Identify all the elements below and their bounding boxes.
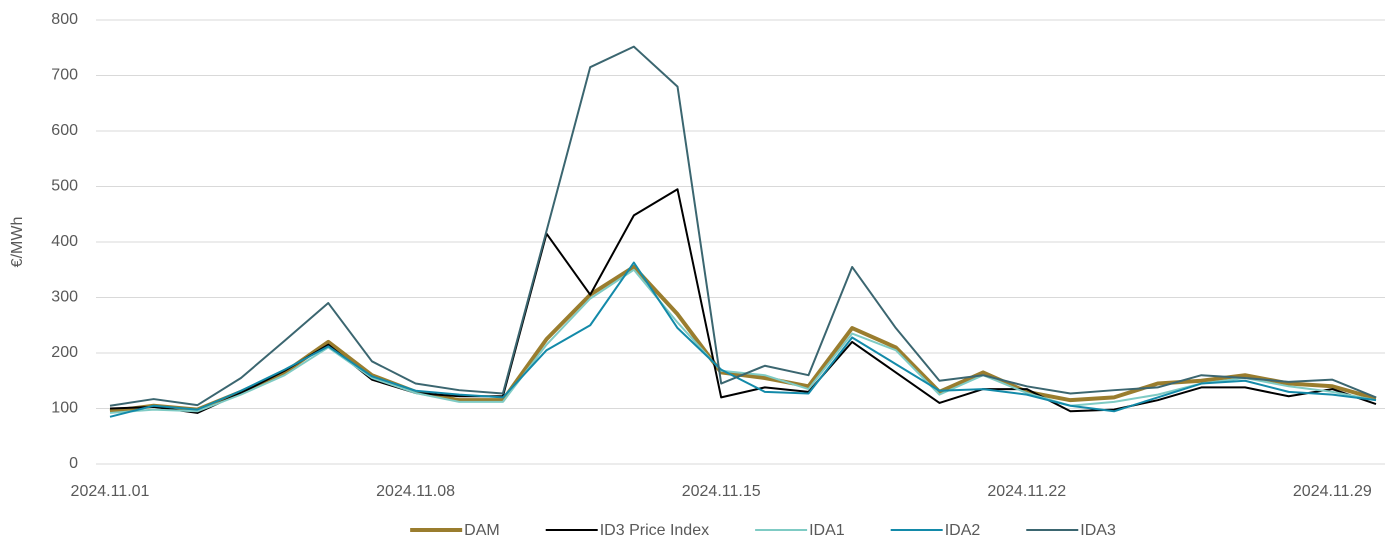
y-tick-label: 800 (51, 11, 78, 28)
y-axis-label: €/MWh (9, 217, 26, 268)
series-line (109, 261, 1377, 418)
legend-label: IDA3 (1080, 522, 1116, 539)
series-line (109, 45, 1377, 407)
y-tick-label: 0 (69, 455, 78, 472)
y-tick-label: 200 (51, 344, 78, 361)
x-tick-label: 2024.11.22 (987, 483, 1066, 500)
y-tick-label: 500 (51, 178, 78, 195)
legend-label: IDA2 (945, 522, 981, 539)
x-tick-label: 2024.11.15 (682, 483, 761, 500)
x-tick-label: 2024.11.08 (376, 483, 455, 500)
y-tick-label: 100 (51, 400, 78, 417)
x-tick-label: 2024.11.01 (71, 483, 150, 500)
y-tick-label: 300 (51, 289, 78, 306)
legend-label: IDA1 (809, 522, 845, 539)
y-tick-label: 600 (51, 122, 78, 139)
series-line (109, 268, 1377, 414)
x-tick-label: 2024.11.29 (1293, 483, 1372, 500)
series-line (109, 188, 1377, 414)
y-tick-label: 700 (51, 67, 78, 84)
legend-label: ID3 Price Index (600, 522, 709, 539)
legend-label: DAM (464, 522, 500, 539)
series-line (109, 264, 1377, 414)
y-tick-label: 400 (51, 233, 78, 250)
